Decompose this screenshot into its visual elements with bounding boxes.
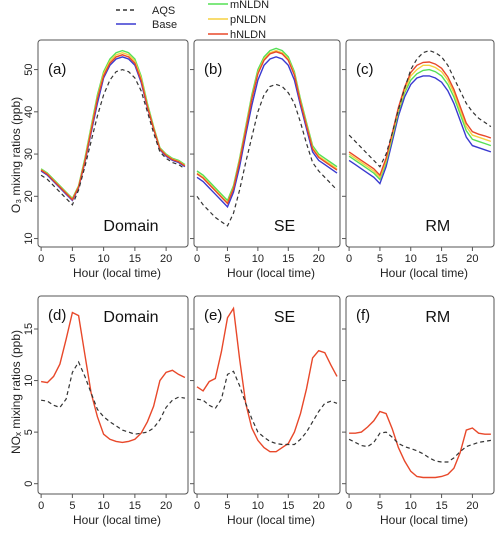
legend-label-aqs: AQS	[152, 5, 175, 17]
series-line-hnldn	[196, 306, 338, 453]
series-line-pnldn	[348, 64, 492, 179]
y-tick-label: 0	[23, 481, 35, 487]
x-tick-label: 20	[160, 500, 172, 512]
x-axis-label: Hour (local time)	[380, 266, 468, 280]
panel-letter: (d)	[48, 307, 66, 324]
legend-label-hnldn: hNLDN	[230, 29, 266, 41]
x-tick-label: 5	[224, 253, 230, 265]
y-tick-label: 10	[23, 232, 35, 244]
x-tick-label: 20	[313, 500, 325, 512]
series-line-aqs	[196, 370, 338, 446]
series-line-hnldn	[40, 54, 186, 201]
plot-frame	[345, 39, 495, 248]
region-label: Domain	[103, 309, 158, 326]
x-tick-label: 15	[129, 253, 141, 265]
x-tick-label: 15	[435, 253, 447, 265]
x-tick-label: 5	[377, 253, 383, 265]
series-line-hnldn	[40, 311, 186, 444]
o3-ylabel: O₃ mixing ratios (ppb)	[9, 97, 23, 213]
region-label: RM	[425, 309, 450, 326]
x-tick-label: 0	[38, 500, 44, 512]
x-tick-label: 20	[160, 253, 172, 265]
x-tick-label: 10	[405, 253, 417, 265]
x-tick-label: 5	[69, 500, 75, 512]
region-label: RM	[425, 218, 450, 235]
x-tick-label: 15	[282, 500, 294, 512]
panel-letter: (b)	[204, 61, 222, 78]
series-line-base	[348, 75, 492, 185]
panel-a: 0 5 10 15 20 10 20 30 40 50 Hour (local time) (a) Do…	[23, 39, 189, 280]
y-tick-label: 50	[23, 63, 35, 75]
x-tick-label: 5	[224, 500, 230, 512]
series-line-mnldn	[348, 68, 492, 181]
legend: AQS Base mNLDN pNLDN hNLDN	[116, 0, 269, 41]
panel-letter: (c)	[356, 61, 374, 78]
legend-label-pnldn: pNLDN	[230, 14, 266, 26]
x-tick-label: 15	[129, 500, 141, 512]
series-line-mnldn	[196, 47, 338, 202]
x-tick-label: 10	[405, 500, 417, 512]
series-line-hnldn	[196, 51, 338, 205]
series-line-hnldn	[348, 61, 492, 177]
x-tick-label: 10	[252, 500, 264, 512]
x-axis-label: Hour (local time)	[227, 266, 315, 280]
panel-letter: (e)	[204, 307, 222, 324]
y-tick-label: 15	[23, 323, 35, 335]
x-tick-label: 10	[252, 253, 264, 265]
series-line-aqs	[40, 68, 186, 206]
x-tick-label: 5	[377, 500, 383, 512]
series-line-aqs	[41, 360, 185, 435]
x-tick-label: 15	[282, 253, 294, 265]
x-tick-label: 20	[313, 253, 325, 265]
y-tick-label: 10	[23, 374, 35, 386]
x-tick-label: 0	[346, 253, 352, 265]
x-tick-label: 5	[69, 253, 75, 265]
x-axis-label: Hour (local time)	[73, 266, 161, 280]
plot-frame	[345, 295, 495, 495]
series-line-hnldn	[349, 410, 491, 479]
series-line-aqs	[348, 431, 491, 463]
x-tick-label: 20	[466, 500, 478, 512]
x-tick-label: 10	[98, 500, 110, 512]
y-tick-label: 5	[23, 429, 35, 435]
x-tick-label: 0	[38, 253, 44, 265]
y-tick-label: 20	[23, 190, 35, 202]
x-tick-label: 0	[346, 500, 352, 512]
region-label: SE	[274, 218, 295, 235]
x-tick-label: 20	[466, 253, 478, 265]
nox-ylabel: NOₓ mixing ratios (ppb)	[9, 330, 23, 454]
x-axis-label: Hour (local time)	[73, 513, 161, 527]
panel-letter: (a)	[48, 61, 66, 78]
legend-label-base: Base	[152, 19, 177, 31]
plot-frame	[37, 295, 189, 495]
x-tick-label: 0	[194, 500, 200, 512]
series-line-aqs	[348, 49, 492, 168]
x-tick-label: 15	[435, 500, 447, 512]
x-tick-label: 0	[194, 253, 200, 265]
series-line-base	[196, 56, 338, 209]
y-tick-label: 30	[23, 148, 35, 160]
x-tick-label: 10	[98, 253, 110, 265]
x-axis-label: Hour (local time)	[227, 513, 315, 527]
panel-letter: (f)	[356, 307, 370, 324]
legend-label-mnldn: mNLDN	[230, 0, 269, 11]
series-line-aqs	[196, 83, 338, 227]
x-axis-label: Hour (local time)	[380, 513, 468, 527]
region-label: SE	[274, 309, 295, 326]
y-tick-label: 40	[23, 106, 35, 118]
region-label: Domain	[103, 218, 158, 235]
plot-frame	[193, 295, 341, 495]
